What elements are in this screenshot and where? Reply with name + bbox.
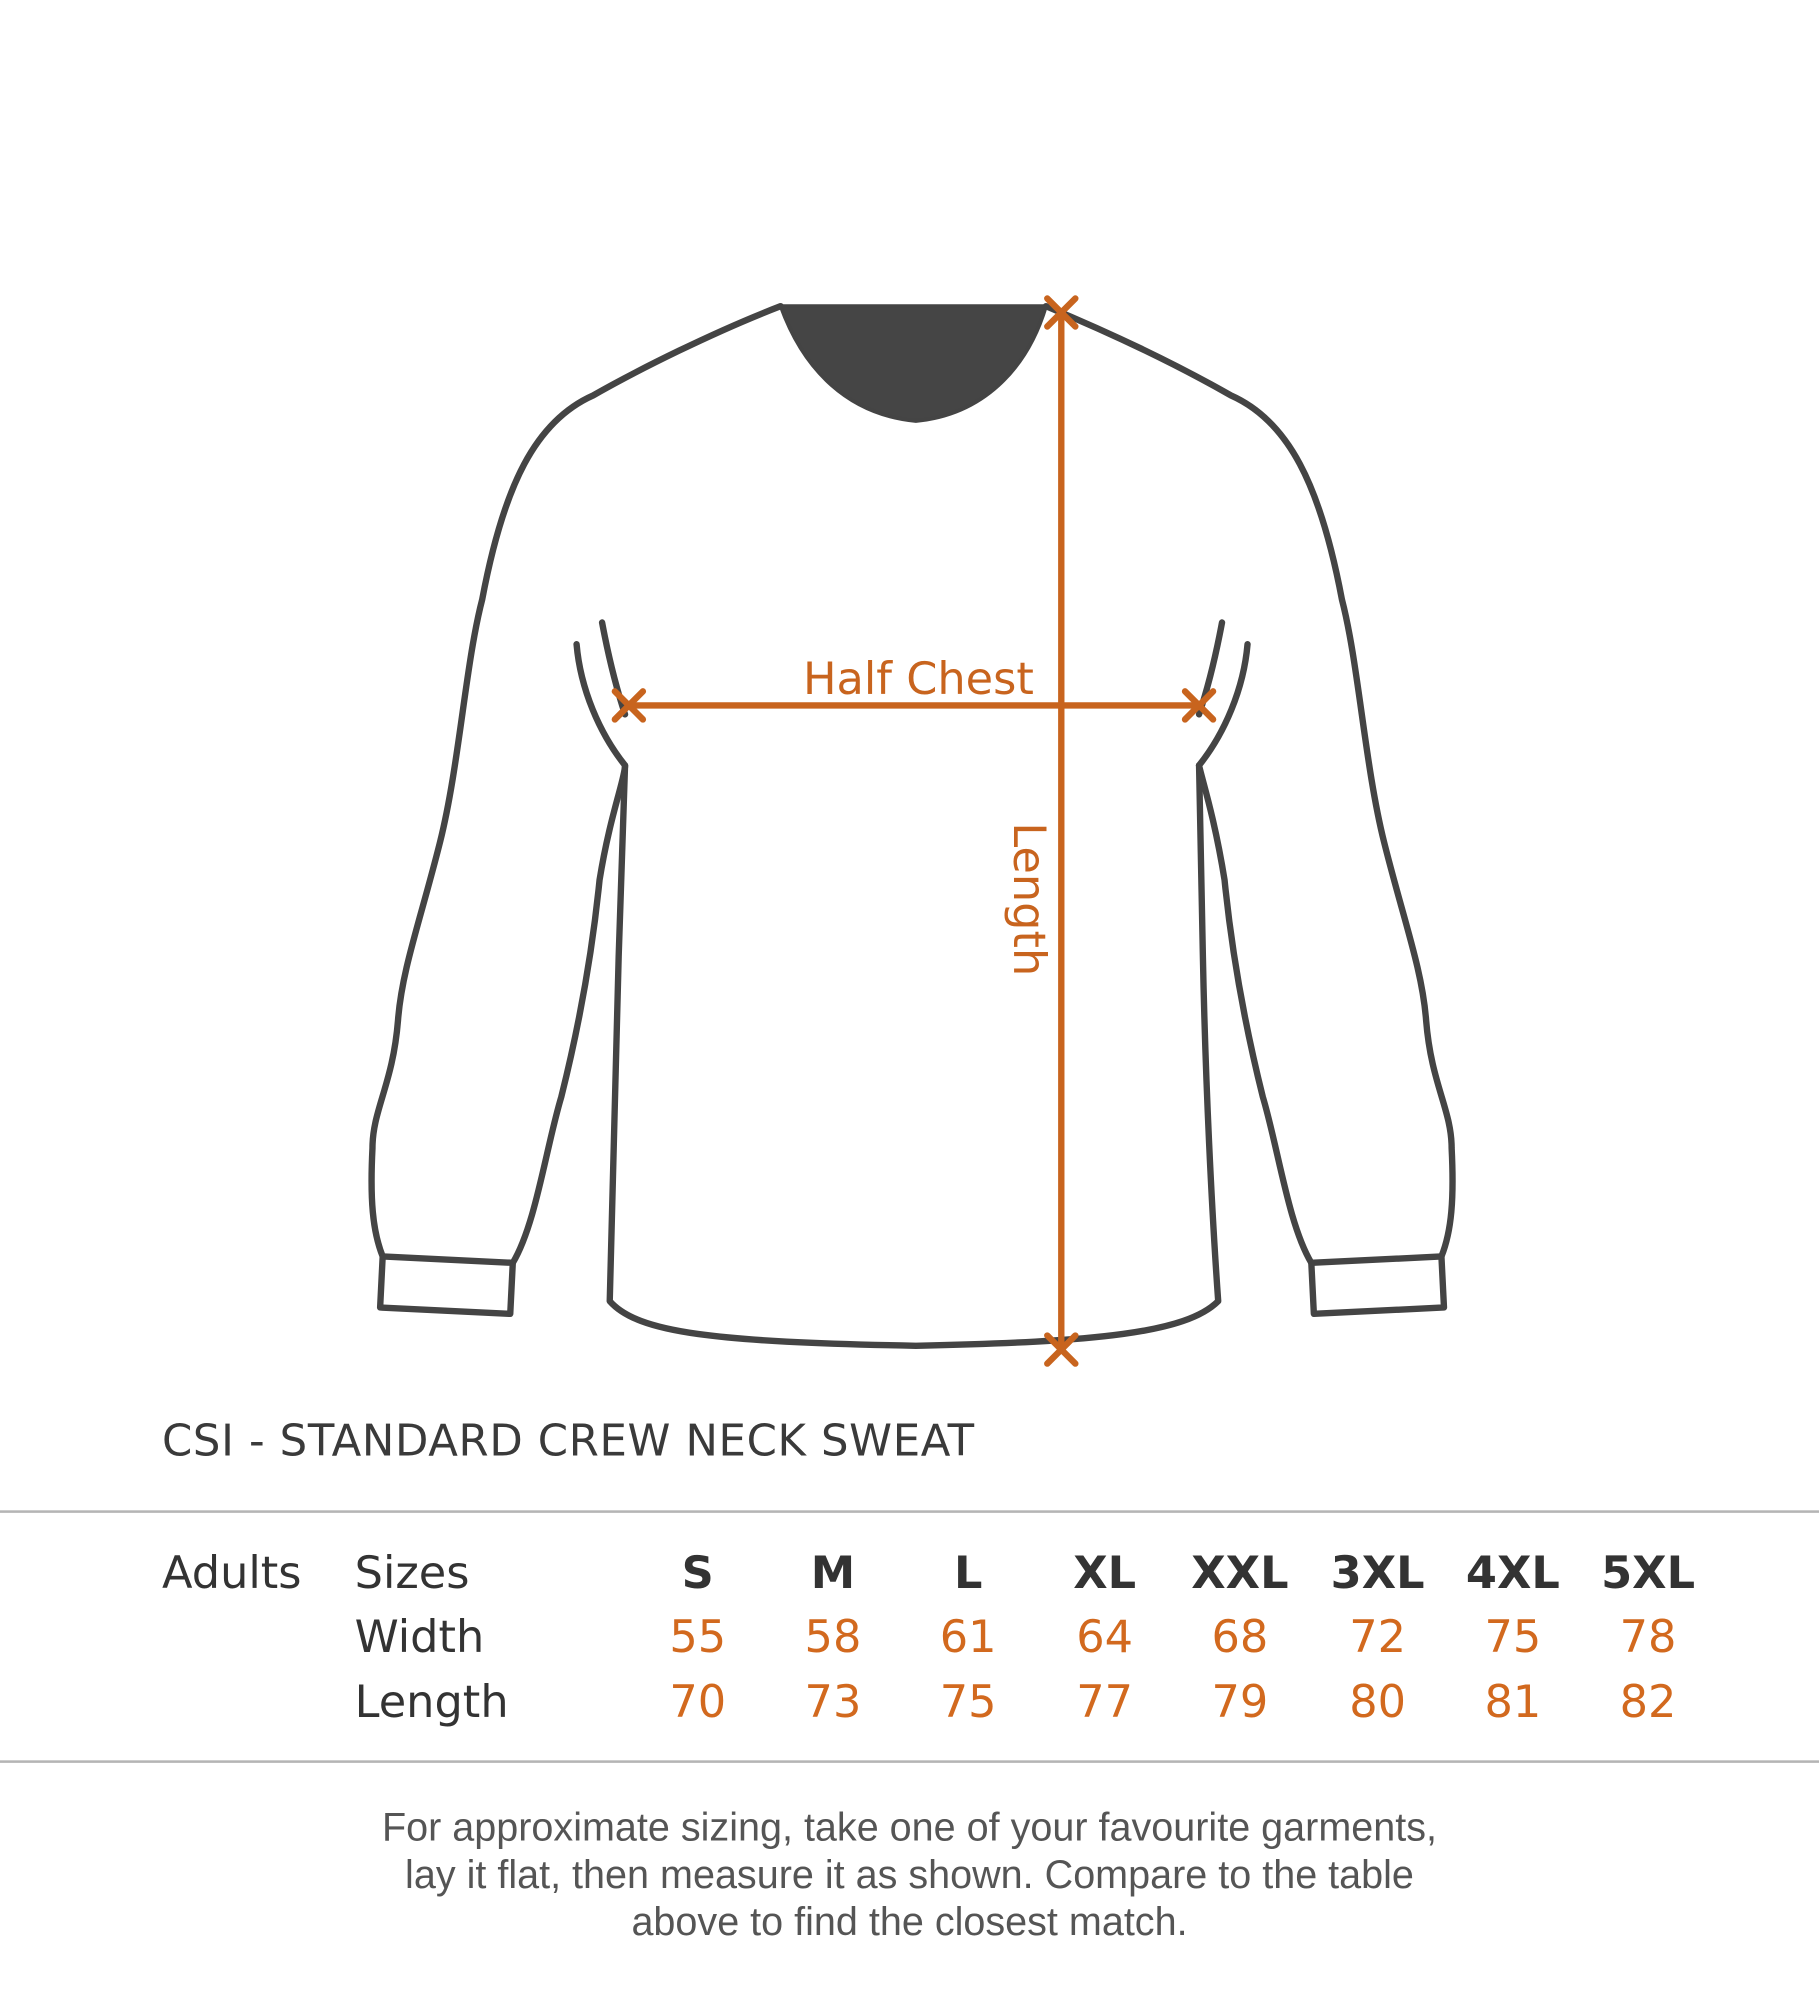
width-value: 68 xyxy=(1211,1612,1269,1664)
size-header: S xyxy=(681,1548,714,1600)
size-header: XXL xyxy=(1191,1548,1289,1600)
size-header: 4XL xyxy=(1465,1548,1560,1600)
instruction-line: lay it flat, then measure it as shown. C… xyxy=(405,1852,1414,1897)
size-header: XL xyxy=(1073,1548,1137,1600)
row-label: Width xyxy=(354,1612,485,1664)
sweater-diagram: Half Chest Length xyxy=(368,295,1456,1367)
group-label: Adults xyxy=(162,1548,302,1600)
sweater-neck xyxy=(777,304,1049,423)
row-label: Sizes xyxy=(354,1548,470,1600)
divider xyxy=(0,1760,1819,1763)
width-value: 64 xyxy=(1076,1612,1134,1664)
length-value: 82 xyxy=(1619,1677,1677,1729)
sizing-instructions: For approximate sizing, take one of your… xyxy=(0,1804,1819,1946)
cross-marker xyxy=(1181,688,1217,723)
instruction-line: above to find the closest match. xyxy=(631,1899,1188,1945)
instruction-line: For approximate sizing, take one of your… xyxy=(381,1804,1438,1850)
length-value: 75 xyxy=(939,1677,997,1729)
size-header: 3XL xyxy=(1330,1548,1425,1600)
length-value: 73 xyxy=(804,1677,862,1729)
length-value: 81 xyxy=(1484,1677,1542,1729)
sweater-body-outline xyxy=(368,302,784,1267)
half-chest-label: Half Chest xyxy=(803,653,1034,705)
length-value: 80 xyxy=(1349,1677,1407,1729)
cross-marker xyxy=(1044,1332,1079,1367)
width-value: 61 xyxy=(939,1612,997,1664)
size-header: L xyxy=(953,1548,983,1600)
size-header: M xyxy=(810,1548,856,1600)
divider xyxy=(0,1510,1819,1513)
length-label: Length xyxy=(1003,822,1055,976)
width-value: 72 xyxy=(1349,1612,1407,1664)
width-value: 55 xyxy=(669,1612,727,1664)
length-value: 70 xyxy=(669,1677,727,1729)
width-value: 78 xyxy=(1619,1612,1677,1664)
width-value: 58 xyxy=(804,1612,862,1664)
row-label: Length xyxy=(354,1677,509,1729)
table-row-sizes: Adults Sizes S M L XL XXL 3XL 4XL 5XL xyxy=(0,1549,1819,1605)
table-row-length: Length 70 73 75 77 79 80 81 82 xyxy=(0,1677,1819,1733)
length-value: 79 xyxy=(1211,1677,1269,1729)
cross-marker xyxy=(611,688,647,723)
table-row-width: Width 55 58 61 64 68 72 75 78 xyxy=(0,1612,1819,1668)
length-value: 77 xyxy=(1076,1677,1134,1729)
width-value: 75 xyxy=(1484,1612,1542,1664)
product-title: CSI - STANDARD CREW NECK SWEAT xyxy=(162,1415,975,1467)
size-header: 5XL xyxy=(1601,1548,1696,1600)
cross-marker xyxy=(1044,295,1079,330)
